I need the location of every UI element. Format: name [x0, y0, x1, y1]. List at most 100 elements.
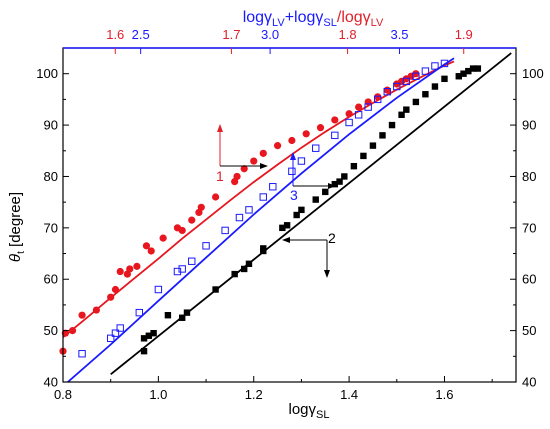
series-3-point [269, 183, 277, 191]
series-2-point [231, 270, 238, 278]
series-3-point [364, 103, 372, 111]
annotation-3-arrowhead-right [328, 183, 336, 189]
series-2-fit-line [110, 52, 512, 376]
series-3-point [111, 329, 120, 337]
series-2-point [260, 245, 267, 252]
series-3-point [440, 59, 449, 68]
x-tick-label-0: 0.8 [54, 387, 72, 402]
series-2-point [369, 142, 377, 149]
series-1-point [126, 265, 134, 273]
y-right-tick-label-1: 50 [522, 323, 536, 338]
series-3-point [106, 334, 115, 343]
series-1-point [273, 142, 282, 150]
annotation-1: 1 [216, 124, 268, 184]
series-3-point [135, 308, 143, 317]
y-axis-label: θt [degree] [7, 192, 27, 262]
series-2-point [460, 70, 467, 77]
series-1-point [288, 136, 296, 145]
series-1-point [188, 216, 196, 224]
top-red-tick-label-3: 1.9 [455, 27, 473, 42]
series-3-point [154, 285, 163, 294]
series-2-point [465, 67, 472, 75]
series-2-point [145, 332, 153, 339]
series-1-point [355, 103, 363, 111]
series-3-point [178, 265, 186, 273]
series-1-point [233, 172, 241, 181]
series-1-point [364, 98, 372, 106]
y-right-tick-label-6: 100 [522, 66, 544, 81]
series-1-point [111, 285, 120, 294]
series-3-point [331, 131, 339, 140]
series-2-point [455, 73, 462, 80]
series-2-point [341, 173, 348, 180]
series-3-point [431, 62, 439, 70]
y-tick-label-0: 40 [44, 375, 58, 390]
series-3-point [288, 167, 296, 176]
x-axis-label: logγSL [289, 401, 330, 421]
series-3-point [78, 350, 86, 358]
top-red-tick-label-1: 1.7 [222, 27, 240, 42]
series-3-point [245, 206, 253, 214]
series-2-point [360, 152, 367, 160]
x-tick-label-3: 1.4 [340, 387, 358, 402]
annotation-1-label: 1 [216, 168, 224, 184]
top-red-tick-label-0: 1.6 [106, 27, 124, 42]
series-2-point [241, 265, 248, 273]
series-2-point [398, 111, 405, 118]
series-3-point [235, 213, 244, 222]
series-1-point [107, 293, 115, 301]
series-2-point [279, 224, 286, 232]
series-3-point [312, 144, 320, 152]
annotation-3-arrowhead-up [290, 152, 296, 160]
series-2-point [298, 206, 305, 214]
series-3-point [116, 324, 124, 332]
series-2-point [331, 180, 338, 188]
series-2-point [350, 162, 358, 170]
annotation-2: 2 [282, 230, 336, 278]
y-right-tick-label-5: 90 [522, 118, 536, 133]
top-axis-label: logγLV+logγSL/logγLV [243, 9, 384, 29]
series-2-point [312, 196, 319, 203]
series-3-point [202, 242, 210, 250]
series-2-point [322, 188, 329, 196]
ticks-layer: 0.8 1.0 1.2 1.4 1.6 40 50 60 70 80 90 100 40 50 60 70 80… [36, 27, 543, 402]
series-1-point [316, 124, 325, 132]
series-2-point [140, 347, 148, 355]
series-2-point [403, 106, 410, 113]
annotation-2-arrowhead-down [324, 270, 330, 278]
annotation-1-arrowhead-right [260, 163, 268, 169]
series-3-point [383, 87, 391, 96]
series-1-point [345, 110, 353, 118]
series-2-point [336, 178, 343, 185]
series-1-point [78, 311, 86, 319]
series-2-point [179, 314, 186, 321]
series-2-point [212, 286, 219, 293]
series-1-point [331, 116, 339, 124]
top-red-tick-label-2: 1.8 [339, 27, 357, 42]
x-tick-label-2: 1.2 [245, 387, 263, 402]
series-1-point [412, 70, 420, 78]
series-2-point [388, 121, 396, 129]
top-blue-tick-label-1: 3.0 [261, 27, 279, 42]
series-1-point [147, 247, 155, 255]
series-2-point [245, 260, 253, 268]
series-1-point [240, 165, 248, 173]
annotation-2-arrowhead-left [282, 237, 290, 243]
series-2-point [431, 83, 439, 90]
series-3-point [421, 67, 430, 75]
y-right-tick-label-4: 80 [522, 169, 536, 184]
series-1-point [211, 193, 220, 201]
series-3-point [374, 95, 382, 104]
series-1-point [159, 234, 167, 242]
y-tick-label-1: 50 [44, 323, 58, 338]
series-1-fit-line [62, 60, 455, 338]
series-1-point [259, 149, 267, 157]
series-1-point [178, 226, 186, 235]
y-tick-label-4: 80 [44, 169, 58, 184]
series-1-point [197, 203, 205, 211]
series-3-point [412, 72, 420, 80]
y-tick-label-3: 70 [44, 220, 58, 235]
series-1-point [374, 93, 382, 101]
